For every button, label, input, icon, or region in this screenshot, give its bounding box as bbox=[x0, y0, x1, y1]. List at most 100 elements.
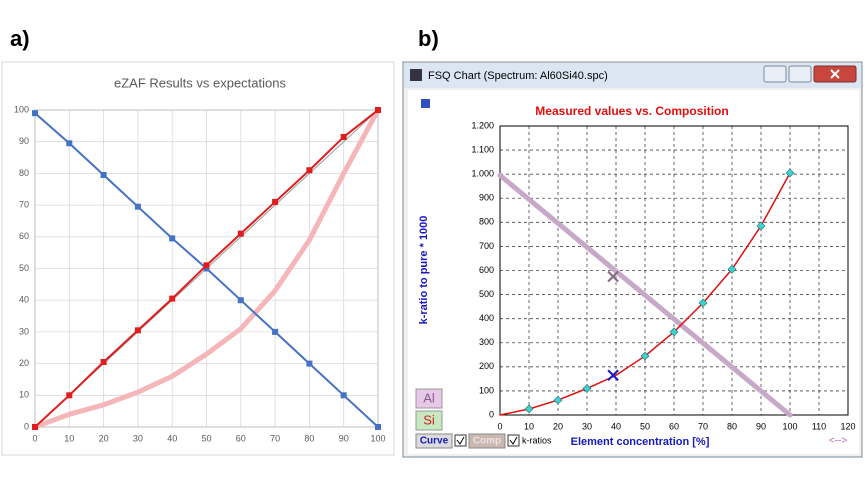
y-tick-label: 0 bbox=[489, 409, 494, 419]
y-tick-label: 30 bbox=[19, 326, 29, 336]
chart-title: Measured values vs. Composition bbox=[535, 104, 728, 118]
chart-title: eZAF Results vs expectations bbox=[114, 75, 286, 90]
marker bbox=[607, 270, 619, 283]
element-button[interactable] bbox=[415, 388, 443, 409]
marker bbox=[340, 133, 347, 140]
element-button-label: Al bbox=[423, 390, 435, 405]
y-tick-label: 700 bbox=[479, 241, 494, 251]
y-tick-label: 500 bbox=[479, 289, 494, 299]
y-tick-label: 60 bbox=[19, 231, 29, 241]
marker bbox=[237, 297, 244, 304]
y-tick-label: 80 bbox=[19, 168, 29, 178]
marker bbox=[66, 392, 73, 399]
control-label: Curve bbox=[420, 436, 449, 447]
app-icon bbox=[410, 69, 422, 81]
check bbox=[456, 436, 465, 445]
marker bbox=[524, 404, 534, 414]
y-tick-label: 0 bbox=[24, 421, 29, 431]
y-tick-label: 800 bbox=[479, 217, 494, 227]
checkbox[interactable] bbox=[454, 434, 467, 447]
marker bbox=[32, 110, 38, 117]
element-button-label: Si bbox=[423, 412, 435, 427]
x-tick-label: 10 bbox=[64, 433, 74, 443]
marker bbox=[375, 424, 381, 430]
x-tick-label: 70 bbox=[270, 433, 280, 443]
series-line bbox=[497, 172, 793, 418]
y-tick-label: 10 bbox=[19, 390, 29, 400]
marker bbox=[582, 384, 592, 393]
y-tick-label: 90 bbox=[19, 136, 29, 146]
marker bbox=[785, 168, 795, 178]
chart-area bbox=[408, 90, 859, 454]
x-tick-label: 110 bbox=[812, 421, 826, 431]
marker bbox=[340, 392, 347, 399]
checkbox[interactable] bbox=[507, 434, 520, 447]
y-tick-label: 100 bbox=[479, 385, 494, 395]
x-tick-label: 40 bbox=[611, 421, 621, 431]
x-tick-label: 40 bbox=[167, 433, 177, 443]
marker bbox=[100, 359, 107, 366]
control-button[interactable] bbox=[415, 433, 453, 449]
x-tick-label: 30 bbox=[582, 421, 592, 431]
marker bbox=[203, 265, 210, 272]
y-tick-label: 1.000 bbox=[471, 169, 494, 179]
control-button[interactable] bbox=[468, 433, 506, 449]
check bbox=[509, 436, 518, 445]
plot-border bbox=[499, 125, 849, 416]
x-tick-label: 20 bbox=[553, 421, 563, 431]
x-tick-label: 0 bbox=[497, 421, 502, 431]
marker bbox=[203, 262, 210, 269]
panel-label: b) bbox=[418, 26, 439, 51]
marker bbox=[727, 264, 737, 274]
x-tick-label: 80 bbox=[727, 421, 737, 431]
y-tick-label: 70 bbox=[19, 199, 29, 209]
maximize-button[interactable] bbox=[788, 65, 812, 83]
marker bbox=[272, 328, 279, 335]
marker bbox=[134, 203, 141, 210]
minimize-button[interactable] bbox=[763, 65, 787, 83]
y-tick-label: 1.200 bbox=[471, 120, 494, 130]
y-tick-label: 200 bbox=[479, 361, 494, 371]
x-tick-label: 60 bbox=[669, 421, 679, 431]
plot-border bbox=[34, 109, 379, 428]
x-tick-label: 90 bbox=[756, 421, 766, 431]
window-title: FSQ Chart (Spectrum: Al60Si40.spc) bbox=[428, 70, 608, 82]
x-axis-label: Element concentration [%] bbox=[571, 436, 710, 448]
y-tick-label: 1.100 bbox=[471, 144, 494, 154]
marker bbox=[306, 167, 313, 174]
y-tick-label: 100 bbox=[14, 104, 29, 114]
x-tick-label: 80 bbox=[304, 433, 314, 443]
x-tick-label: 50 bbox=[201, 433, 211, 443]
marker bbox=[100, 171, 107, 178]
marker bbox=[237, 230, 244, 237]
marker bbox=[756, 221, 766, 231]
x-tick-label: 10 bbox=[524, 421, 534, 431]
marker bbox=[553, 395, 563, 405]
y-tick-label: 20 bbox=[19, 358, 29, 368]
scroll-control[interactable]: <--> bbox=[829, 436, 848, 447]
marker bbox=[640, 351, 650, 361]
marker bbox=[169, 295, 176, 302]
tool-icon[interactable] bbox=[421, 99, 430, 108]
x-tick-label: 20 bbox=[99, 433, 109, 443]
x-tick-label: 0 bbox=[32, 433, 37, 443]
chart-frame bbox=[1, 61, 395, 456]
x-tick-label: 70 bbox=[698, 421, 708, 431]
element-button[interactable] bbox=[415, 410, 443, 431]
marker bbox=[32, 424, 38, 430]
x-tick-label: 120 bbox=[840, 421, 855, 431]
marker bbox=[169, 235, 176, 242]
y-tick-label: 300 bbox=[479, 337, 494, 347]
x-tick-label: 100 bbox=[370, 433, 385, 443]
marker bbox=[306, 360, 313, 367]
close-icon bbox=[830, 69, 840, 79]
marker bbox=[375, 107, 381, 113]
y-tick-label: 50 bbox=[19, 263, 29, 273]
x-tick-label: 60 bbox=[236, 433, 246, 443]
x-tick-label: 100 bbox=[782, 421, 797, 431]
x-tick-label: 50 bbox=[640, 421, 650, 431]
marker bbox=[607, 369, 619, 382]
x-tick-label: 90 bbox=[339, 433, 349, 443]
marker bbox=[272, 198, 279, 205]
